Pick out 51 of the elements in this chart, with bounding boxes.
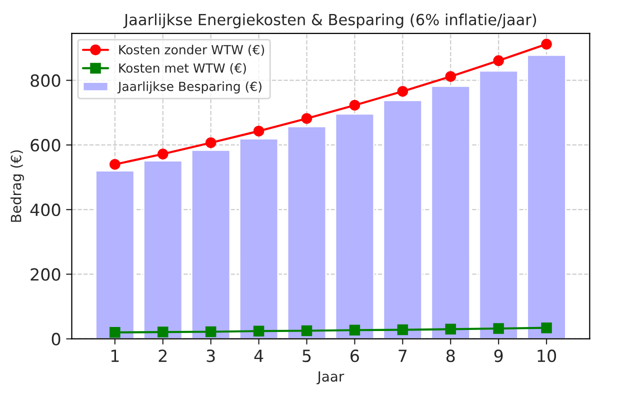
x-tick-label: 9 [494,350,503,362]
point [205,326,216,338]
bar [238,138,279,339]
point [157,326,168,338]
point [205,137,216,148]
point [397,86,408,97]
point [110,326,120,338]
x-tick-label: 6 [350,350,359,362]
point [445,324,456,335]
y-tick-label: 600 [30,138,60,152]
point [110,158,120,170]
point [541,322,552,334]
point [301,325,312,336]
x-tick-label: 4 [254,350,264,362]
point [493,323,504,334]
point [349,100,360,111]
y-tick-label: 200 [30,268,60,281]
legend-label: Jaarlijkse Besparing (€) [117,81,262,94]
point [349,324,360,336]
point [301,113,312,124]
bar [190,149,231,339]
bar [95,170,135,339]
legend-label: Kosten met WTW (€) [119,63,246,74]
point [541,38,552,50]
chart-title: Jaarlijkse Energiekosten & Besparing (6% inflatie/jaar) [123,14,536,28]
point [397,324,408,336]
bar [286,126,327,339]
point [253,126,264,136]
y-tick-label: 800 [30,74,60,87]
bar [143,160,183,339]
x-tick-label: 10 [538,350,556,362]
bar [382,100,423,339]
x-tick-label: 8 [446,350,455,362]
x-tick-label: 5 [302,350,311,362]
bar [334,113,375,339]
y-tick-label: 0 [52,332,60,346]
point [445,71,456,82]
y-tick-label: 400 [30,204,60,216]
x-axis-title: Jaar [316,371,344,384]
x-tick-label: 3 [206,350,215,362]
bar [478,70,518,339]
point [493,55,504,66]
point [157,148,168,160]
bar [430,85,470,339]
x-tick-label: 1 [111,350,119,362]
point [253,326,264,336]
bar [526,54,566,339]
x-tick-label: 2 [158,350,167,362]
y-axis-title: Bedrag (€) [10,150,24,222]
legend-label: Kosten zonder WTW (€) [119,44,264,56]
x-tick-label: 7 [398,350,407,362]
